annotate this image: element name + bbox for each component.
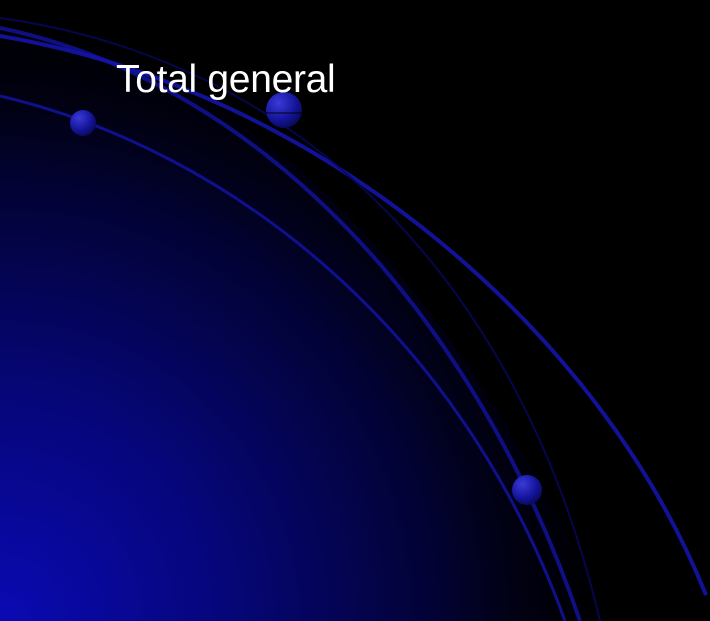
glow-quadrant	[0, 20, 610, 621]
slide-title: Total general	[116, 58, 336, 101]
orbit-sphere-top	[266, 92, 302, 128]
orbit-sphere-bottom	[512, 475, 542, 505]
orbit-sphere-left	[70, 110, 96, 136]
orbit-arc-inner	[0, 94, 567, 621]
orbit-arc-outer	[0, 34, 708, 596]
orbit-arc-faint	[0, 17, 601, 621]
